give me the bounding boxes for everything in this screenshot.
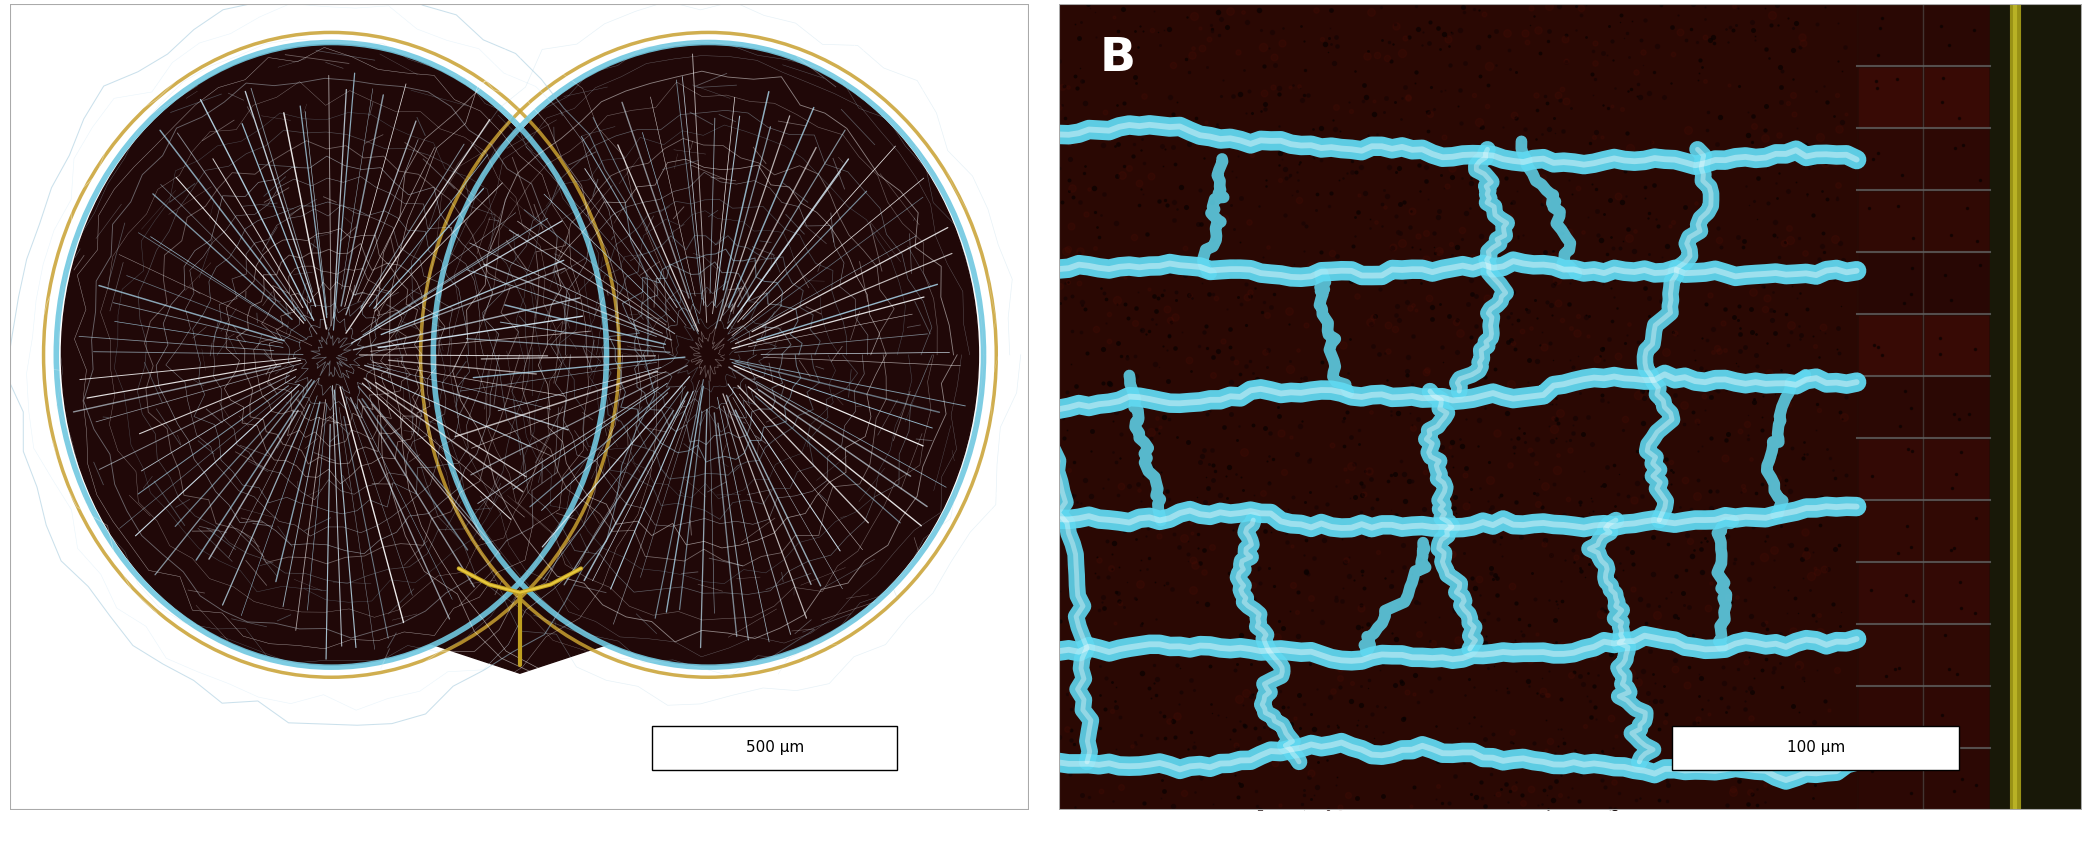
Bar bbox=[1925, 688, 1988, 747]
Bar bbox=[1858, 688, 1921, 747]
Bar bbox=[1858, 68, 1921, 127]
Bar bbox=[1925, 626, 1988, 684]
Bar bbox=[1858, 378, 1921, 436]
Bar bbox=[1925, 130, 1988, 188]
Bar bbox=[1990, 4, 2082, 810]
Bar bbox=[1858, 6, 1921, 65]
Bar bbox=[1858, 502, 1921, 560]
Bar bbox=[1858, 192, 1921, 251]
Bar bbox=[1925, 6, 1988, 65]
Bar bbox=[1858, 749, 1921, 809]
Bar bbox=[1925, 440, 1988, 499]
Bar bbox=[1858, 564, 1921, 623]
Bar bbox=[1925, 378, 1988, 436]
Text: B: B bbox=[1100, 36, 1136, 82]
Bar bbox=[1858, 130, 1921, 188]
Bar bbox=[1858, 626, 1921, 684]
Text: A: A bbox=[52, 36, 88, 82]
Bar bbox=[1059, 4, 1856, 810]
Bar bbox=[1858, 254, 1921, 312]
Bar bbox=[1925, 316, 1988, 375]
Bar bbox=[1856, 4, 1990, 810]
Bar bbox=[1925, 749, 1988, 809]
Bar bbox=[1925, 502, 1988, 560]
Bar bbox=[1925, 564, 1988, 623]
Text: 500 μm: 500 μm bbox=[745, 740, 804, 755]
Ellipse shape bbox=[438, 45, 979, 665]
Ellipse shape bbox=[61, 45, 601, 665]
Bar bbox=[1858, 316, 1921, 375]
Polygon shape bbox=[397, 528, 643, 674]
FancyBboxPatch shape bbox=[651, 726, 898, 770]
Bar bbox=[1858, 440, 1921, 499]
FancyBboxPatch shape bbox=[1672, 726, 1959, 770]
Bar bbox=[1925, 254, 1988, 312]
Bar bbox=[1925, 192, 1988, 251]
Text: 100 μm: 100 μm bbox=[1787, 740, 1846, 755]
Bar bbox=[1925, 68, 1988, 127]
